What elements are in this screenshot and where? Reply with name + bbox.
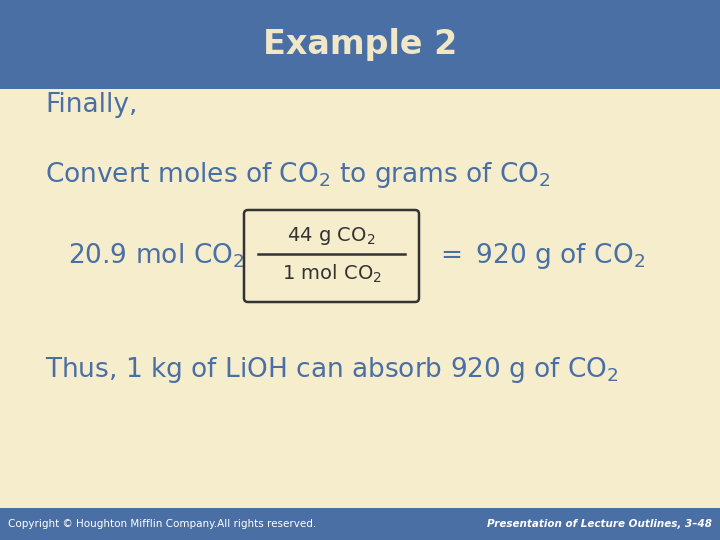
Text: $\mathregular{=\ 920\ g\ of\ CO_2}$: $\mathregular{=\ 920\ g\ of\ CO_2}$ bbox=[435, 241, 645, 271]
Text: Presentation of Lecture Outlines, 3–48: Presentation of Lecture Outlines, 3–48 bbox=[487, 519, 712, 529]
Text: Copyright © Houghton Mifflin Company.All rights reserved.: Copyright © Houghton Mifflin Company.All… bbox=[8, 519, 316, 529]
FancyBboxPatch shape bbox=[244, 210, 419, 302]
Text: Thus, 1 kg of LiOH can absorb 920 g of $\mathregular{CO_2}$: Thus, 1 kg of LiOH can absorb 920 g of $… bbox=[45, 355, 618, 385]
FancyBboxPatch shape bbox=[0, 508, 720, 540]
Text: Finally,: Finally, bbox=[45, 92, 138, 118]
Text: Example 2: Example 2 bbox=[263, 28, 457, 61]
Text: $\mathregular{20.9\ mol\ CO_2}$: $\mathregular{20.9\ mol\ CO_2}$ bbox=[68, 242, 245, 270]
FancyBboxPatch shape bbox=[0, 0, 720, 89]
Text: $\mathregular{1\ mol\ CO_2}$: $\mathregular{1\ mol\ CO_2}$ bbox=[282, 263, 382, 285]
Text: Convert moles of $\mathregular{CO_2}$ to grams of $\mathregular{CO_2}$: Convert moles of $\mathregular{CO_2}$ to… bbox=[45, 160, 551, 190]
Text: $\mathregular{44\ g\ CO_2}$: $\mathregular{44\ g\ CO_2}$ bbox=[287, 225, 376, 247]
